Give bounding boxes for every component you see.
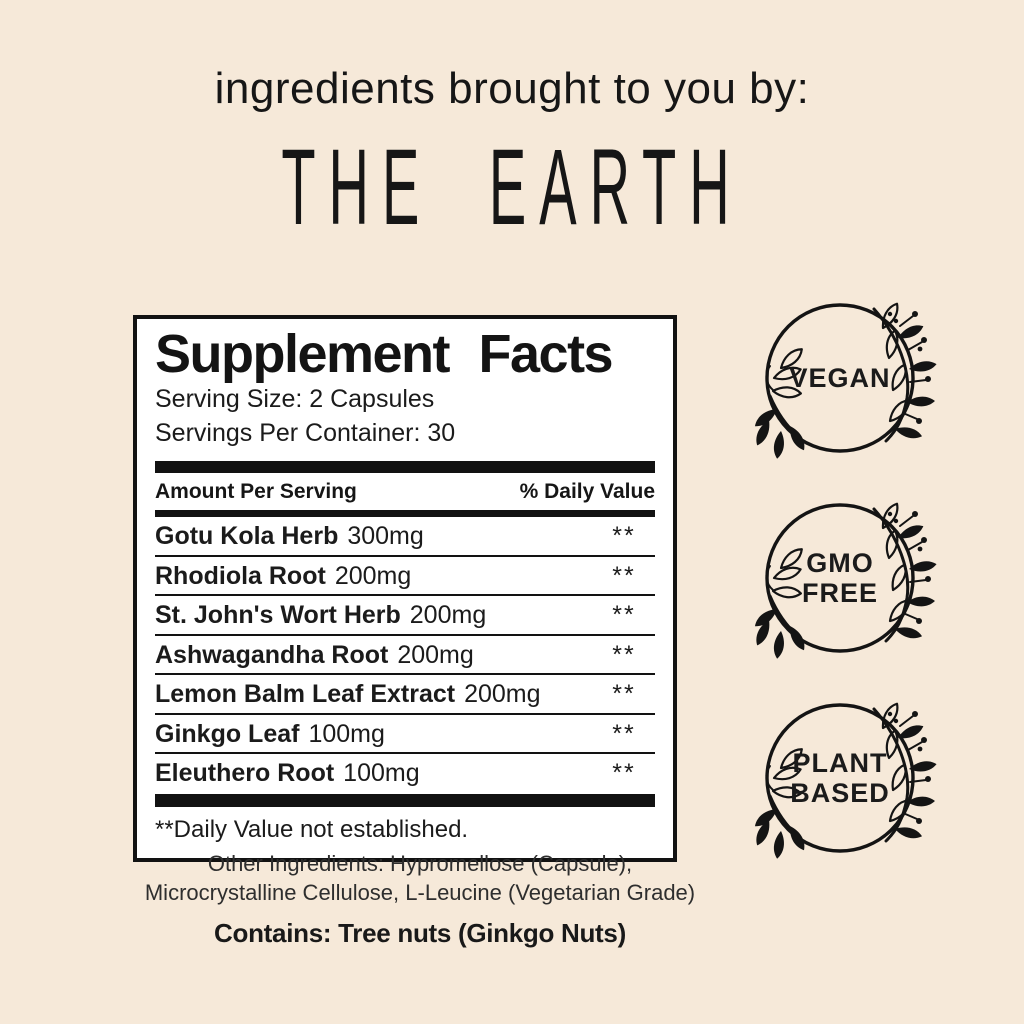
header: ingredients brought to you by: THE EARTH xyxy=(0,64,1024,247)
supplement-facts-panel: Supplement Facts Serving Size: 2 Capsule… xyxy=(133,315,677,862)
ingredient-amount: 300mg xyxy=(347,522,424,551)
badge-label: PLANT BASED xyxy=(740,678,940,878)
badge-label: VEGAN xyxy=(740,278,940,478)
brand-wrap: THE EARTH xyxy=(0,124,1024,247)
ingredient-daily-value: ** xyxy=(612,601,636,630)
tagline-text: ingredients brought to you by: xyxy=(214,64,810,113)
ingredient-name: Rhodiola Root xyxy=(155,561,326,590)
badge-label-line: BASED xyxy=(790,778,890,808)
ingredient-amount: 200mg xyxy=(464,680,541,709)
badge-gmo-free: GMO FREE xyxy=(740,478,940,678)
ingredient-amount: 200mg xyxy=(334,561,412,590)
ingredient-name: Eleuthero Root xyxy=(155,759,335,788)
ingredient-amount: 100mg xyxy=(343,759,420,788)
badge-vegan: VEGAN xyxy=(740,278,940,478)
ingredient-row: Ashwagandha Root 200mg ** xyxy=(155,636,655,676)
ingredient-amount: 100mg xyxy=(308,719,385,748)
amount-per-serving-header: Amount Per Serving xyxy=(155,480,357,504)
ingredient-daily-value: ** xyxy=(612,719,636,748)
ingredient-name: Gotu Kola Herb xyxy=(155,522,339,551)
ingredient-row: St. John's Wort Herb 200mg ** xyxy=(155,596,655,636)
badge-label-line: GMO xyxy=(806,547,874,578)
bottom-statements: Other Ingredients: Hypromellose (Capsule… xyxy=(55,850,785,949)
ingredient-row: Ginkgo Leaf 100mg ** xyxy=(155,715,655,755)
daily-value-header: % Daily Value xyxy=(519,480,655,504)
ingredient-daily-value: ** xyxy=(612,561,636,590)
ingredient-daily-value: ** xyxy=(612,759,636,788)
ingredient-name: Ginkgo Leaf xyxy=(155,719,300,748)
ingredient-daily-value: ** xyxy=(612,522,636,551)
column-headers: Amount Per Serving % Daily Value xyxy=(155,473,655,510)
badge-plant-based: PLANT BASED xyxy=(740,678,940,878)
divider-thick-top xyxy=(155,461,655,474)
ingredient-amount: 200mg xyxy=(409,601,487,630)
badge-label-line: VEGAN xyxy=(789,362,891,393)
other-ingredients-line-1: Other Ingredients: Hypromellose (Capsule… xyxy=(207,851,633,876)
badge-label-line: FREE xyxy=(801,578,878,608)
ingredient-daily-value: ** xyxy=(612,640,636,669)
ingredient-row: Lemon Balm Leaf Extract 200mg ** xyxy=(155,675,655,715)
divider-thick-bottom xyxy=(155,793,655,807)
ingredient-name: Ashwagandha Root xyxy=(155,640,389,669)
ingredient-daily-value: ** xyxy=(612,680,636,709)
ingredient-name: St. John's Wort Herb xyxy=(155,601,401,630)
ingredient-rows: Gotu Kola Herb 300mg ** Rhodiola Root 20… xyxy=(155,517,655,792)
ingredient-row: Rhodiola Root 200mg ** xyxy=(155,557,655,597)
allergen-statement: Contains: Tree nuts (Ginkgo Nuts) xyxy=(214,918,626,949)
serving-size: Serving Size: 2 Capsules xyxy=(155,385,435,414)
ingredient-row: Eleuthero Root 100mg ** xyxy=(155,754,655,792)
ingredient-name: Lemon Balm Leaf Extract xyxy=(155,680,456,709)
brand-name: THE EARTH xyxy=(281,125,743,247)
other-ingredients-line-2: Microcrystalline Cellulose, L-Leucine (V… xyxy=(144,879,696,905)
divider-medium xyxy=(155,510,655,518)
servings-per-container: Servings Per Container: 30 xyxy=(155,418,456,447)
badge-label-line: PLANT xyxy=(792,747,888,778)
badge-label: GMO FREE xyxy=(740,478,940,678)
ingredient-row: Gotu Kola Herb 300mg ** xyxy=(155,517,655,557)
ingredient-amount: 200mg xyxy=(397,640,474,669)
panel-title: Supplement Facts xyxy=(155,324,614,384)
daily-value-footnote: **Daily Value not established. xyxy=(155,815,469,843)
